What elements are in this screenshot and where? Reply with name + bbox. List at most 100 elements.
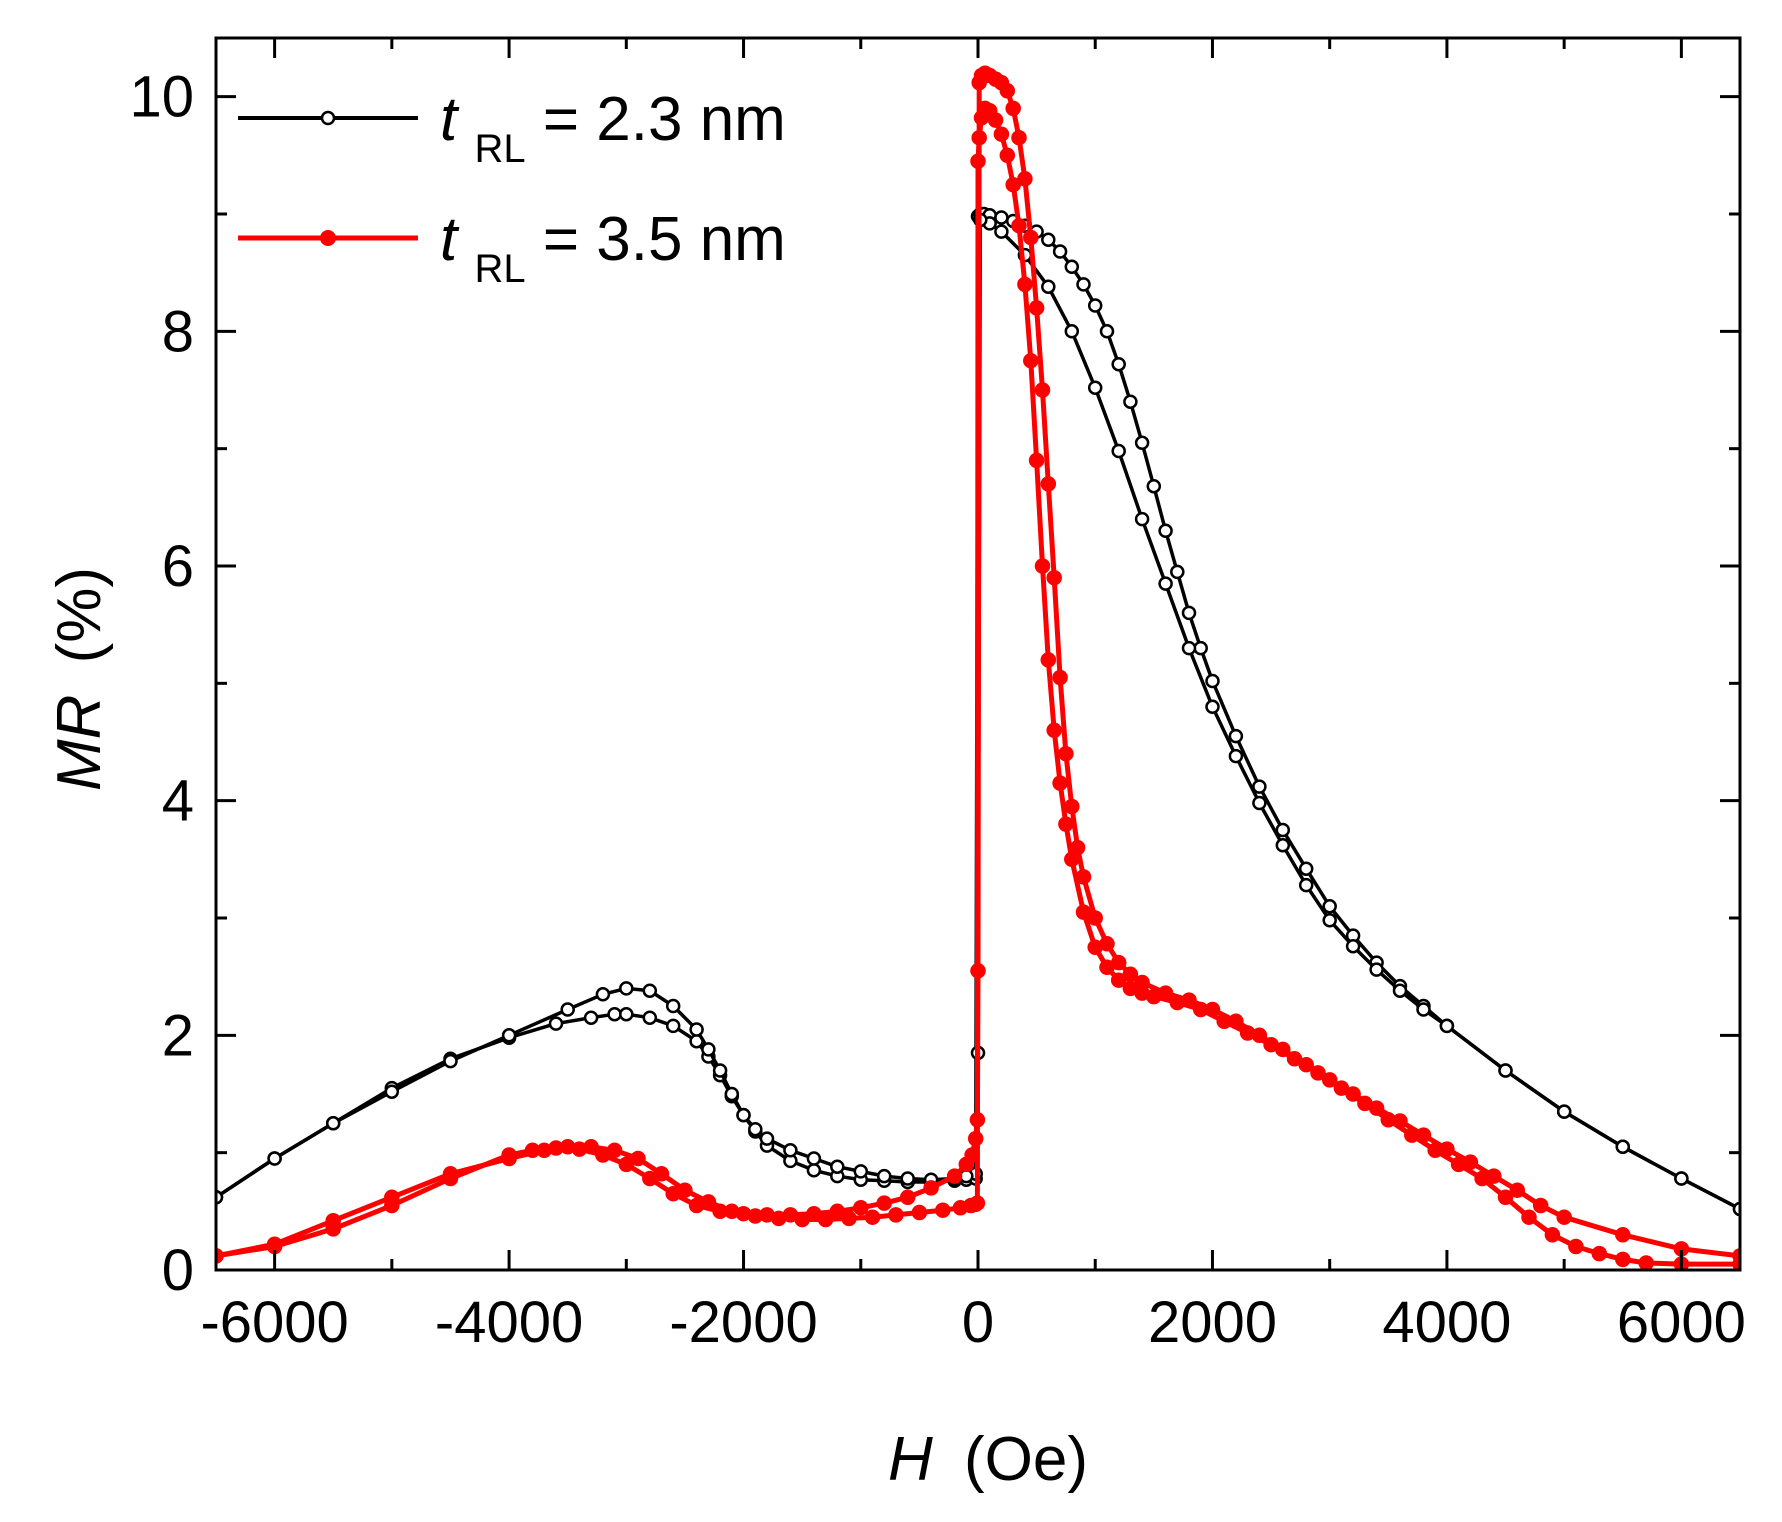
series-2-point bbox=[1023, 352, 1039, 369]
series-1-point bbox=[1052, 244, 1068, 259]
series-2-point bbox=[1615, 1251, 1631, 1268]
series-2-point bbox=[876, 1195, 892, 1211]
series-2-point bbox=[958, 1156, 975, 1173]
y-tick-label: 2 bbox=[162, 1003, 194, 1068]
series-1-point bbox=[607, 1006, 622, 1022]
series-1-point bbox=[1228, 728, 1244, 744]
x-tick-label: 2000 bbox=[1148, 1290, 1277, 1355]
series-1-point bbox=[384, 1084, 400, 1099]
series-1-point bbox=[1041, 279, 1056, 294]
series-2-point bbox=[864, 1209, 881, 1225]
y-axis-unit: (%) bbox=[45, 567, 114, 663]
x-tick-label: 6000 bbox=[1617, 1290, 1746, 1355]
legend: t RL = 2.3 nm t RL = 3.5 nm bbox=[238, 85, 786, 296]
series-2-point bbox=[987, 112, 1004, 128]
series-2-point bbox=[1034, 382, 1051, 398]
series-2-point bbox=[1591, 1245, 1608, 1262]
series-1-point bbox=[583, 1010, 599, 1025]
series-2-point bbox=[384, 1197, 400, 1214]
y-tick-label: 0 bbox=[162, 1238, 194, 1303]
y-tick-label: 8 bbox=[162, 299, 194, 364]
series-1-point bbox=[1369, 962, 1384, 977]
series-1-point bbox=[1322, 913, 1337, 928]
series-1-point bbox=[1134, 511, 1150, 527]
series-2-point bbox=[571, 1141, 588, 1157]
series-1-point bbox=[1181, 605, 1197, 621]
series-1-point bbox=[1322, 899, 1337, 914]
legend-label-series-2: t RL = 3.5 nm bbox=[440, 205, 786, 296]
series-1-point bbox=[501, 1028, 517, 1043]
x-tick-label: -2000 bbox=[669, 1290, 817, 1355]
series-2-point bbox=[595, 1147, 611, 1163]
series-1-point bbox=[994, 210, 1009, 225]
series-1-point bbox=[1111, 356, 1126, 372]
series-2-point bbox=[1046, 722, 1062, 739]
series-2-point bbox=[1486, 1168, 1502, 1184]
y-tick-label: 4 bbox=[162, 769, 194, 834]
series-1-point bbox=[830, 1159, 845, 1174]
series-2-point bbox=[967, 1130, 984, 1147]
series-2-point bbox=[1181, 992, 1197, 1008]
series-1-point bbox=[1275, 822, 1291, 838]
legend-marker-series-2 bbox=[320, 230, 336, 246]
series-1-point bbox=[1099, 324, 1115, 339]
series-2-point bbox=[1110, 954, 1127, 971]
series-1-point bbox=[665, 1018, 681, 1034]
series-2-point bbox=[993, 126, 1010, 142]
series-1-point bbox=[1123, 394, 1138, 409]
series-1-point bbox=[1134, 435, 1150, 451]
series-2-point bbox=[1058, 745, 1074, 762]
series-2-point bbox=[1028, 300, 1045, 316]
legend-italic-series-1: t bbox=[440, 85, 460, 154]
series-2-point bbox=[1615, 1227, 1631, 1243]
series-1-point bbox=[806, 1151, 822, 1166]
series-1-point bbox=[595, 987, 611, 1002]
y-tick-label: 6 bbox=[162, 534, 194, 599]
series-1-point bbox=[619, 1006, 634, 1022]
series-2-point bbox=[1521, 1209, 1537, 1225]
series-1-point bbox=[548, 1016, 564, 1031]
series-2-point bbox=[1415, 1127, 1432, 1143]
series-2-point bbox=[665, 1185, 681, 1202]
series-2-point bbox=[923, 1180, 939, 1196]
series-1-point bbox=[1298, 861, 1314, 876]
series-2-point bbox=[829, 1203, 846, 1220]
x-tick-label: 4000 bbox=[1382, 1290, 1511, 1355]
series-2-point bbox=[853, 1200, 869, 1216]
series-2-point bbox=[1251, 1027, 1268, 1044]
series-1-point bbox=[994, 224, 1009, 239]
series-2-point bbox=[888, 1207, 904, 1223]
legend-label-series-1: t RL = 2.3 nm bbox=[440, 85, 786, 176]
series-2-point bbox=[1052, 669, 1068, 686]
series-1-point bbox=[1556, 1104, 1572, 1119]
series-2-point bbox=[1075, 869, 1092, 885]
series-2-point bbox=[1028, 452, 1045, 469]
legend-sub-series-2: RL bbox=[474, 247, 525, 291]
series-2-point bbox=[1046, 569, 1062, 586]
series-2-point bbox=[548, 1140, 564, 1156]
series-2-point bbox=[911, 1204, 928, 1221]
series-1-point bbox=[1087, 298, 1103, 313]
series-2-point bbox=[899, 1189, 916, 1206]
legend-item-series-2: t RL = 3.5 nm bbox=[238, 205, 786, 296]
series-2-point bbox=[501, 1147, 517, 1163]
series-2-point bbox=[1321, 1072, 1338, 1088]
series-2-point bbox=[524, 1142, 541, 1159]
series-2-point bbox=[442, 1170, 459, 1187]
series-1-point bbox=[689, 1022, 704, 1037]
series-2-point bbox=[1005, 100, 1021, 117]
series-2-point bbox=[1509, 1182, 1526, 1198]
series-2-point bbox=[1099, 936, 1115, 952]
series-2-point bbox=[1392, 1113, 1408, 1129]
series-1-point bbox=[1615, 1139, 1631, 1155]
series-2-point bbox=[1040, 652, 1057, 668]
series-2-point bbox=[1157, 985, 1174, 1001]
series-1-point bbox=[1228, 748, 1244, 764]
series-1-point bbox=[1498, 1063, 1513, 1078]
x-axis-symbol: H bbox=[888, 1425, 933, 1494]
series-2-point bbox=[688, 1197, 705, 1214]
series-1-point bbox=[1064, 259, 1080, 275]
series-2-point bbox=[1011, 129, 1027, 146]
series-2-point bbox=[1017, 276, 1033, 293]
